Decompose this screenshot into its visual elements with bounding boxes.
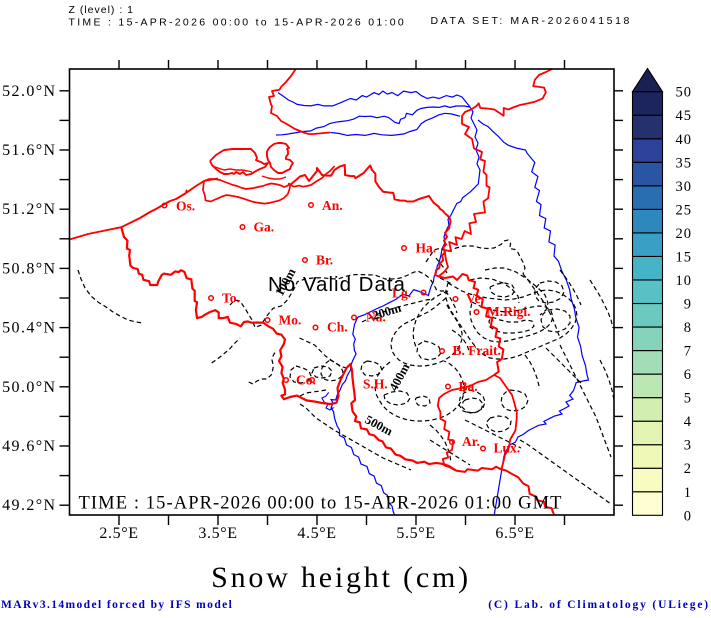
svg-text:2: 2 xyxy=(684,461,692,477)
svg-text:6.5°E: 6.5°E xyxy=(495,525,534,542)
svg-text:Os.: Os. xyxy=(176,199,195,214)
svg-text:MARv3.14model forced by IFS mo: MARv3.14model forced by IFS model xyxy=(1,599,233,611)
svg-text:6: 6 xyxy=(684,367,692,383)
svg-text:51.2°N: 51.2°N xyxy=(2,201,56,218)
svg-text:Ha.: Ha. xyxy=(416,241,437,256)
svg-text:To.: To. xyxy=(222,291,240,306)
svg-text:50: 50 xyxy=(676,85,693,101)
svg-text:51.6°N: 51.6°N xyxy=(2,142,56,159)
svg-text:4: 4 xyxy=(684,414,692,430)
svg-text:9: 9 xyxy=(684,297,692,313)
svg-text:No Valid Data: No Valid Data xyxy=(268,273,406,296)
svg-text:52.0°N: 52.0°N xyxy=(2,83,56,100)
svg-text:49.2°N: 49.2°N xyxy=(2,497,56,514)
svg-text:35: 35 xyxy=(676,155,693,171)
svg-text:Ba.: Ba. xyxy=(459,379,478,394)
svg-text:2.5°E: 2.5°E xyxy=(99,525,138,542)
svg-text:Lux.: Lux. xyxy=(494,441,521,456)
svg-text:49.6°N: 49.6°N xyxy=(2,438,56,455)
svg-text:Na.: Na. xyxy=(366,310,386,325)
svg-text:45: 45 xyxy=(676,108,693,124)
svg-text:1: 1 xyxy=(684,485,692,501)
svg-text:25: 25 xyxy=(676,202,693,218)
svg-text:10: 10 xyxy=(676,273,693,289)
svg-text:0: 0 xyxy=(684,508,692,524)
svg-text:5.5°E: 5.5°E xyxy=(396,525,435,542)
svg-text:An.: An. xyxy=(322,198,343,213)
svg-text:B. Frait.: B. Frait. xyxy=(453,343,501,358)
svg-text:40: 40 xyxy=(676,132,693,148)
svg-text:Lg.: Lg. xyxy=(392,286,411,301)
svg-text:Ar.: Ar. xyxy=(462,434,480,449)
svg-text:3: 3 xyxy=(684,438,692,454)
svg-text:3.5°E: 3.5°E xyxy=(198,525,237,542)
svg-text:(C) Lab. of Climatology (ULieg: (C) Lab. of Climatology (ULiege) xyxy=(488,599,710,611)
svg-text:8: 8 xyxy=(684,320,692,336)
svg-text:S.H.: S.H. xyxy=(363,377,388,392)
svg-text:7: 7 xyxy=(684,344,692,360)
svg-text:Ga.: Ga. xyxy=(254,220,275,235)
svg-text:50.0°N: 50.0°N xyxy=(2,379,56,396)
svg-text:DATA SET: MAR-2026041518: DATA SET: MAR-2026041518 xyxy=(431,15,633,27)
svg-text:50.8°N: 50.8°N xyxy=(2,260,56,277)
svg-text:TIME : 15-APR-2026 00:00 to 15: TIME : 15-APR-2026 00:00 to 15-APR-2026 … xyxy=(69,17,407,29)
svg-text:Snow height (cm): Snow height (cm) xyxy=(211,561,471,594)
svg-text:Br.: Br. xyxy=(316,253,333,268)
svg-text:15: 15 xyxy=(676,249,693,265)
svg-text:5: 5 xyxy=(684,391,692,407)
svg-text:Ch.: Ch. xyxy=(327,320,348,335)
svg-text:M.Rigi.: M.Rigi. xyxy=(487,304,531,319)
svg-text:Ve.: Ve. xyxy=(466,291,484,306)
svg-text:TIME : 15-APR-2026 00:00 to 15: TIME : 15-APR-2026 00:00 to 15-APR-2026 … xyxy=(79,494,563,514)
svg-text:30: 30 xyxy=(676,179,693,195)
svg-text:20: 20 xyxy=(676,226,693,242)
svg-text:50.4°N: 50.4°N xyxy=(2,320,56,337)
svg-text:Mo.: Mo. xyxy=(279,313,302,328)
svg-text:Z (level) : 1: Z (level) : 1 xyxy=(69,4,135,16)
svg-text:4.5°E: 4.5°E xyxy=(297,525,336,542)
svg-text:Co.: Co. xyxy=(296,373,316,388)
